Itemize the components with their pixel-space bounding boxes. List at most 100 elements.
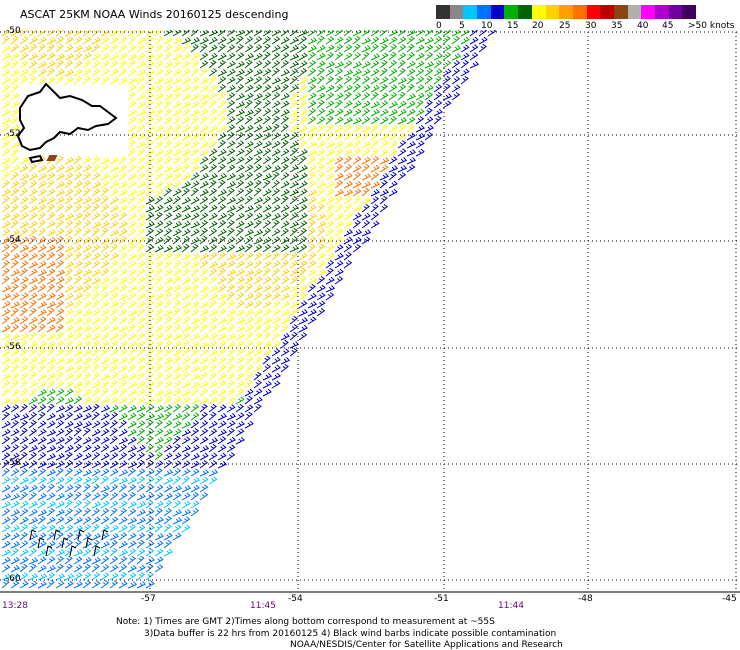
wind-barb [118,444,128,453]
wind-barb [1,179,10,189]
wind-barb [352,52,362,61]
wind-barb [361,125,372,133]
wind-barb [28,53,39,61]
wind-barb [262,68,272,77]
wind-barb [118,77,129,85]
wind-barb [307,243,316,253]
wind-barb [226,340,236,349]
wind-barb [253,163,263,173]
wind-barb [316,252,326,261]
wind-barb [190,115,200,125]
wind-barb [1,275,10,285]
wind-barb [343,91,352,101]
wind-barb [172,84,183,93]
wind-barb [64,347,74,357]
wind-barb [181,220,191,229]
wind-barb [226,84,236,93]
wind-barb [298,252,308,261]
wind-barb [100,308,110,317]
wind-barb [100,500,110,509]
wind-barb [136,30,146,37]
wind-barb [253,244,263,253]
wind-barb [46,340,56,349]
wind-barb [208,52,218,61]
wind-barb [73,268,83,277]
wind-barb [136,180,146,189]
wind-barb [271,267,280,277]
wind-barb [136,116,146,125]
wind-barb [433,75,442,85]
wind-barb [406,149,417,157]
wind-barb [181,187,190,197]
wind-barb [289,260,299,269]
map-title: ASCAT 25KM NOAA Winds 20160125 descendin… [20,8,289,21]
wind-barb [100,244,110,253]
wind-barb [190,172,200,181]
wind-barb [145,92,155,101]
wind-barb [136,468,146,477]
wind-barb [28,436,38,445]
wind-barb [109,572,119,581]
wind-barb [262,388,272,397]
wind-barb [109,411,119,421]
wind-barb [235,284,245,293]
wind-barb [19,60,29,69]
wind-barb [217,132,227,141]
wind-barb [109,53,120,61]
wind-barb [208,30,219,37]
wind-barb [127,164,137,173]
wind-barb [154,444,164,453]
wind-barb [28,476,38,485]
wind-barb [181,428,192,437]
wind-barb [172,124,182,133]
wind-barb [136,331,146,341]
wind-barb [361,140,371,149]
wind-barb [325,172,335,181]
wind-barb [163,252,173,261]
wind-barb [163,139,172,149]
wind-barb [82,252,92,261]
wind-barb [298,148,308,157]
wind-barb [55,180,66,189]
wind-barb [199,108,209,117]
wind-barb [55,155,64,165]
wind-barb [145,348,155,357]
wind-barb [172,532,182,541]
wind-barb [109,516,119,525]
wind-barb [406,157,417,165]
wind-barb [109,30,119,37]
wind-barb [181,484,192,493]
scale-swatch [655,5,669,19]
wind-barb [388,36,398,45]
wind-barb [1,139,10,149]
wind-barb [181,243,190,253]
scale-swatch [559,5,573,19]
wind-barb [289,44,299,53]
wind-barb [109,363,118,373]
wind-barb [190,37,201,45]
wind-barb [28,277,39,285]
wind-barb [163,436,173,445]
wind-barb [109,460,119,469]
wind-barb [154,124,164,133]
wind-barb [172,396,182,405]
wind-barb [190,283,200,293]
wind-barb [10,301,21,309]
wind-barb [244,388,254,397]
wind-barb [226,269,237,277]
wind-barb [172,195,182,205]
wind-barb [55,388,65,397]
wind-barb [244,140,254,149]
wind-barb [172,268,182,277]
wind-barb [55,524,65,533]
wind-barb [244,164,254,173]
wind-barb [190,92,200,101]
wind-barb [172,524,182,533]
wind-barb [172,115,182,125]
wind-barb [181,468,191,477]
wind-barb [343,260,353,269]
wind-barb [172,53,183,61]
wind-barb [145,30,155,37]
wind-barb [262,372,273,381]
wind-barb [19,75,28,85]
